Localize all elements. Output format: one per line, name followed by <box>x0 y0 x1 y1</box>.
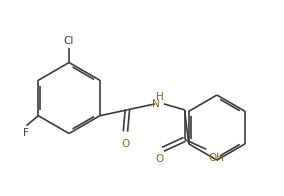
Text: Cl: Cl <box>64 36 74 46</box>
Text: F: F <box>22 128 28 138</box>
Text: O: O <box>121 139 130 149</box>
Text: N: N <box>152 99 160 109</box>
Text: H: H <box>156 92 164 102</box>
Text: OH: OH <box>208 153 224 163</box>
Text: O: O <box>156 154 164 164</box>
